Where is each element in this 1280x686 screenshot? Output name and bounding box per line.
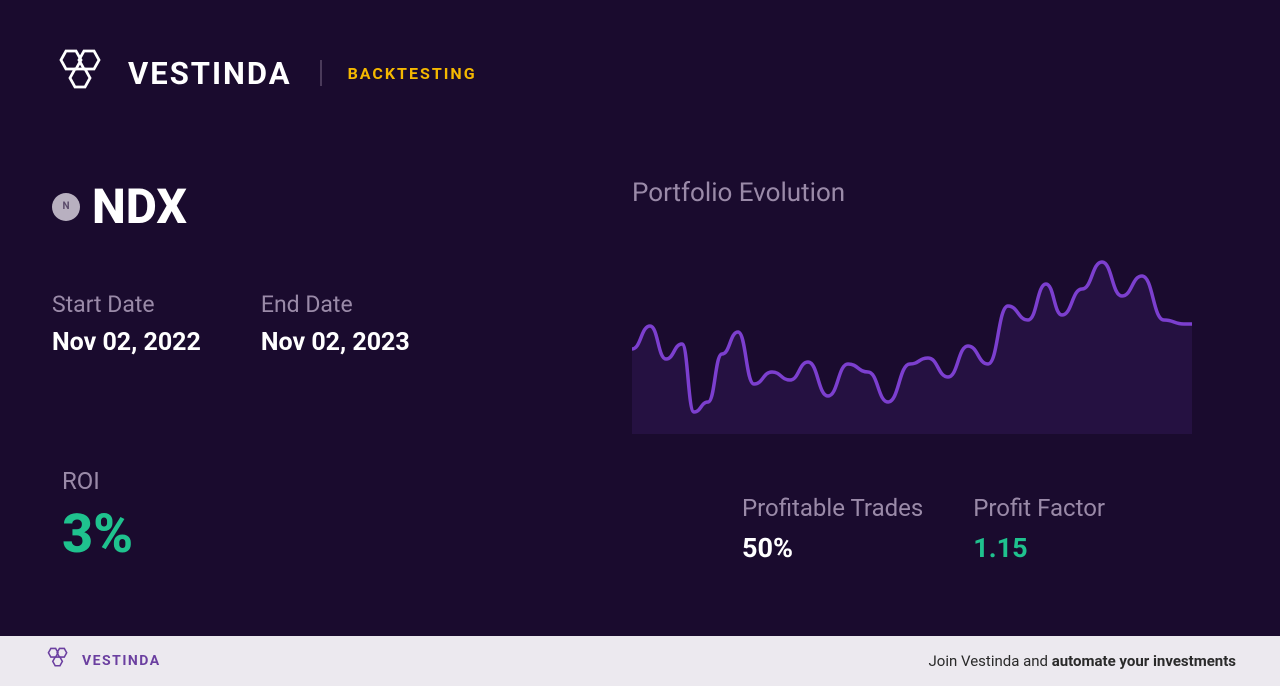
vestinda-logo-icon — [52, 48, 114, 98]
main-panel: VESTINDA BACKTESTING N NDX Start Date No… — [0, 0, 1280, 636]
footer-brand: VESTINDA — [82, 653, 161, 669]
profitable-trades-value: 50% — [742, 532, 923, 564]
bottom-stats: Profitable Trades 50% Profit Factor 1.15 — [742, 494, 1228, 564]
roi-label: ROI — [62, 467, 572, 495]
right-column: Portfolio Evolution Profitable Trades 50… — [632, 178, 1228, 566]
brand-name: VESTINDA — [128, 55, 292, 92]
profit-factor-label: Profit Factor — [973, 494, 1105, 522]
profit-factor-value: 1.15 — [973, 532, 1105, 564]
end-date-value: Nov 02, 2023 — [261, 328, 410, 357]
logo[interactable]: VESTINDA — [52, 48, 292, 98]
end-date-block: End Date Nov 02, 2023 — [261, 291, 410, 357]
profitable-trades-block: Profitable Trades 50% — [742, 494, 923, 564]
ticker-badge: N — [52, 193, 80, 221]
footer-cta-prefix: Join Vestinda and — [929, 652, 1052, 670]
header: VESTINDA BACKTESTING — [52, 48, 1228, 98]
footer-logo[interactable]: VESTINDA — [44, 647, 161, 675]
roi-value: 3% — [62, 503, 572, 566]
chart-title: Portfolio Evolution — [632, 178, 1228, 208]
content-row: N NDX Start Date Nov 02, 2022 End Date N… — [52, 178, 1228, 566]
end-date-label: End Date — [261, 291, 410, 318]
profitable-trades-label: Profitable Trades — [742, 494, 923, 522]
vestinda-logo-icon — [44, 647, 74, 675]
start-date-label: Start Date — [52, 291, 201, 318]
dates-row: Start Date Nov 02, 2022 End Date Nov 02,… — [52, 291, 572, 357]
footer-cta-bold: automate your investments — [1052, 652, 1236, 670]
portfolio-chart — [632, 254, 1228, 454]
profit-factor-block: Profit Factor 1.15 — [973, 494, 1105, 564]
footer-cta[interactable]: Join Vestinda and automate your investme… — [929, 652, 1237, 670]
ticker-symbol: NDX — [92, 178, 187, 235]
ticker-row: N NDX — [52, 178, 572, 235]
footer: VESTINDA Join Vestinda and automate your… — [0, 636, 1280, 686]
page-label: BACKTESTING — [348, 64, 477, 83]
roi-block: ROI 3% — [62, 467, 572, 566]
start-date-block: Start Date Nov 02, 2022 — [52, 291, 201, 357]
left-column: N NDX Start Date Nov 02, 2022 End Date N… — [52, 178, 572, 566]
header-divider — [320, 60, 322, 86]
start-date-value: Nov 02, 2022 — [52, 328, 201, 357]
